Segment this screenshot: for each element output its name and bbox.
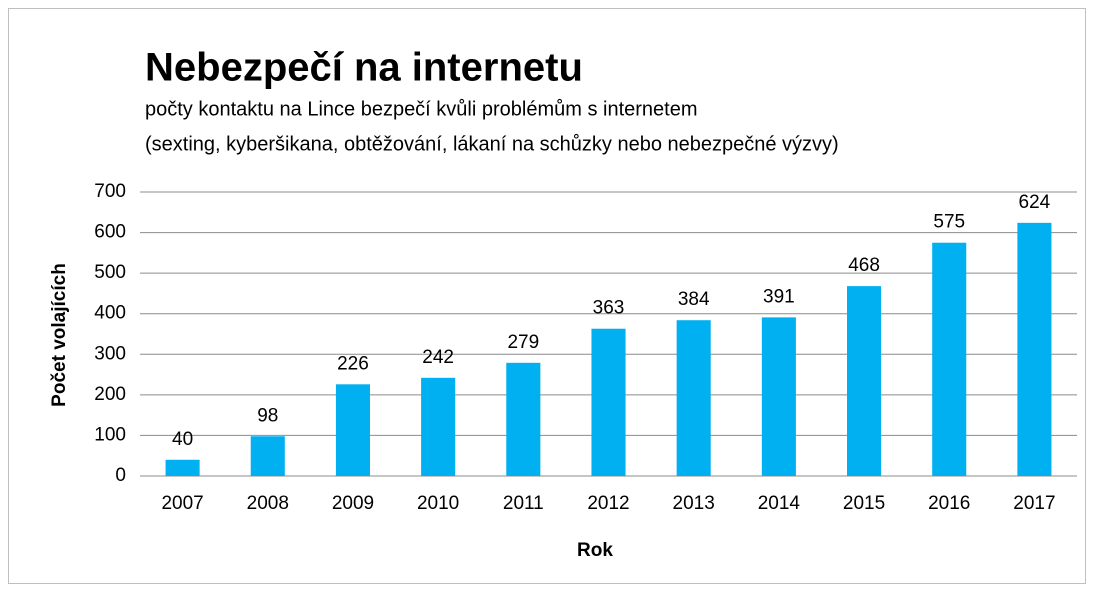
data-label: 226 — [337, 353, 369, 374]
bar — [1017, 222, 1052, 476]
data-label: 624 — [1019, 192, 1051, 213]
x-tick-label: 2016 — [928, 493, 970, 514]
chart-subtitle: počty kontaktu na Lince bezpečí kvůli pr… — [145, 98, 698, 120]
bar — [591, 328, 626, 476]
bar — [932, 242, 967, 476]
data-label: 40 — [172, 429, 193, 450]
x-tick-label: 2011 — [503, 493, 544, 514]
data-label: 384 — [678, 289, 710, 310]
bar — [421, 377, 456, 476]
data-label: 363 — [593, 298, 625, 319]
data-label: 279 — [507, 332, 539, 353]
y-tick-label: 0 — [115, 465, 126, 486]
x-tick-label: 2015 — [843, 493, 885, 514]
x-tick-label: 2009 — [332, 493, 374, 514]
y-tick-label: 400 — [94, 303, 126, 324]
data-label: 391 — [763, 286, 795, 307]
x-tick-label: 2017 — [1013, 493, 1055, 514]
bar — [165, 459, 200, 476]
y-tick-label: 700 — [94, 181, 126, 202]
y-tick-label: 100 — [94, 424, 126, 445]
chart-subtitle: (sexting, kyberšikana, obtěžování, lákan… — [145, 133, 839, 155]
bar — [506, 362, 541, 476]
x-tick-label: 2013 — [673, 493, 715, 514]
y-tick-label: 500 — [94, 262, 126, 283]
bar — [847, 286, 882, 476]
data-label: 242 — [422, 347, 454, 368]
x-tick-label: 2008 — [247, 493, 289, 514]
data-label: 468 — [848, 255, 880, 276]
data-label: 575 — [933, 212, 965, 233]
bar — [335, 384, 370, 476]
y-axis-label: Počet volajících — [49, 263, 70, 407]
x-axis-label: Rok — [577, 540, 613, 561]
data-label: 98 — [257, 405, 278, 426]
y-tick-label: 200 — [94, 384, 126, 405]
chart-border — [8, 8, 1086, 584]
x-tick-label: 2012 — [587, 493, 629, 514]
bar — [761, 317, 796, 476]
x-tick-label: 2010 — [417, 493, 459, 514]
x-tick-label: 2007 — [161, 493, 203, 514]
bar — [676, 320, 711, 476]
bar — [250, 436, 285, 476]
x-tick-label: 2014 — [758, 493, 801, 514]
y-tick-label: 300 — [94, 343, 126, 364]
chart-title: Nebezpečí na internetu — [145, 46, 583, 90]
y-tick-label: 600 — [94, 222, 126, 243]
